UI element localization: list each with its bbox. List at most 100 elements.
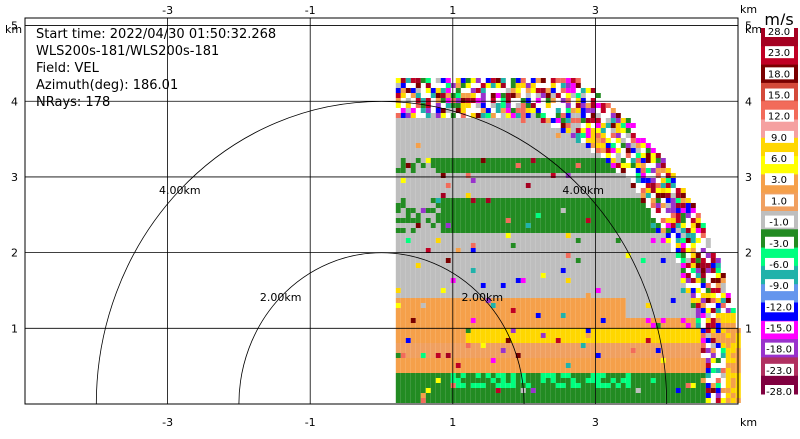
velocity-cell xyxy=(430,283,436,288)
velocity-cell xyxy=(460,143,466,148)
velocity-cell xyxy=(460,363,466,368)
velocity-cell xyxy=(665,333,671,338)
velocity-cell xyxy=(485,338,491,343)
velocity-cell xyxy=(430,338,436,343)
velocity-cell xyxy=(580,108,586,113)
velocity-cell xyxy=(500,303,506,308)
velocity-cell xyxy=(650,338,656,343)
velocity-cell xyxy=(610,398,616,403)
velocity-cell xyxy=(565,138,571,143)
velocity-cell xyxy=(595,343,601,348)
velocity-cell xyxy=(465,133,471,138)
velocity-cell xyxy=(500,218,506,223)
velocity-cell xyxy=(575,283,581,288)
velocity-cell xyxy=(430,113,436,118)
colorbar-label-bg xyxy=(765,173,794,186)
velocity-cell xyxy=(640,193,646,198)
velocity-cell xyxy=(505,118,511,123)
velocity-cell xyxy=(520,278,526,283)
velocity-cell xyxy=(730,328,736,333)
velocity-cell xyxy=(480,178,486,183)
velocity-cell xyxy=(600,208,606,213)
velocity-cell xyxy=(500,253,506,258)
velocity-cell xyxy=(460,138,466,143)
velocity-cell xyxy=(415,78,421,83)
velocity-cell xyxy=(455,338,461,343)
velocity-cell xyxy=(505,158,511,163)
velocity-cell xyxy=(725,393,731,398)
velocity-cell xyxy=(530,218,536,223)
velocity-cell xyxy=(625,248,631,253)
velocity-cell xyxy=(410,213,416,218)
velocity-cell xyxy=(465,233,471,238)
velocity-cell xyxy=(555,298,561,303)
velocity-cell xyxy=(460,373,466,378)
velocity-cell xyxy=(555,258,561,263)
velocity-cell xyxy=(400,268,406,273)
velocity-cell xyxy=(410,138,416,143)
velocity-cell xyxy=(525,158,531,163)
velocity-cell xyxy=(460,353,466,358)
velocity-cell xyxy=(405,223,411,228)
velocity-cell xyxy=(635,333,641,338)
velocity-cell xyxy=(405,373,411,378)
velocity-cell xyxy=(605,323,611,328)
velocity-cell xyxy=(415,203,421,208)
velocity-cell xyxy=(490,218,496,223)
velocity-cell xyxy=(480,243,486,248)
velocity-cell xyxy=(620,373,626,378)
velocity-cell xyxy=(435,148,441,153)
velocity-cell xyxy=(660,188,666,193)
velocity-cell xyxy=(435,108,441,113)
y-unit-label-right: km xyxy=(745,23,762,36)
velocity-cell xyxy=(510,278,516,283)
velocity-cell xyxy=(465,298,471,303)
velocity-cell xyxy=(460,328,466,333)
velocity-cell xyxy=(605,373,611,378)
velocity-cell xyxy=(430,383,436,388)
velocity-cell xyxy=(665,228,671,233)
velocity-cell xyxy=(690,288,696,293)
velocity-cell xyxy=(565,398,571,403)
velocity-cell xyxy=(600,163,606,168)
velocity-cell xyxy=(565,88,571,93)
velocity-cell xyxy=(480,358,486,363)
velocity-cell xyxy=(550,168,556,173)
velocity-cell xyxy=(490,178,496,183)
velocity-cell xyxy=(485,143,491,148)
velocity-cell xyxy=(665,373,671,378)
velocity-cell xyxy=(525,228,531,233)
velocity-cell xyxy=(725,368,731,373)
velocity-cell xyxy=(570,338,576,343)
velocity-cell xyxy=(660,253,666,258)
velocity-cell xyxy=(400,248,406,253)
velocity-cell xyxy=(655,233,661,238)
velocity-cell xyxy=(460,273,466,278)
velocity-cell xyxy=(580,393,586,398)
velocity-cell xyxy=(625,348,631,353)
velocity-cell xyxy=(665,238,671,243)
velocity-cell xyxy=(610,123,616,128)
velocity-cell xyxy=(445,298,451,303)
velocity-cell xyxy=(470,263,476,268)
velocity-cell xyxy=(505,378,511,383)
velocity-cell xyxy=(575,318,581,323)
velocity-cell xyxy=(430,128,436,133)
velocity-cell xyxy=(675,393,681,398)
velocity-cell xyxy=(485,183,491,188)
velocity-cell xyxy=(695,253,701,258)
velocity-cell xyxy=(530,313,536,318)
velocity-cell xyxy=(525,278,531,283)
velocity-cell xyxy=(675,378,681,383)
velocity-cell xyxy=(620,233,626,238)
velocity-cell xyxy=(425,298,431,303)
velocity-cell xyxy=(495,323,501,328)
velocity-cell xyxy=(565,108,571,113)
velocity-cell xyxy=(685,388,691,393)
velocity-cell xyxy=(515,298,521,303)
velocity-cell xyxy=(610,178,616,183)
velocity-cell xyxy=(565,303,571,308)
velocity-cell xyxy=(595,318,601,323)
colorbar: m/s28.023.018.015.012.09.06.03.01.0-1.0-… xyxy=(761,10,798,398)
velocity-cell xyxy=(600,178,606,183)
